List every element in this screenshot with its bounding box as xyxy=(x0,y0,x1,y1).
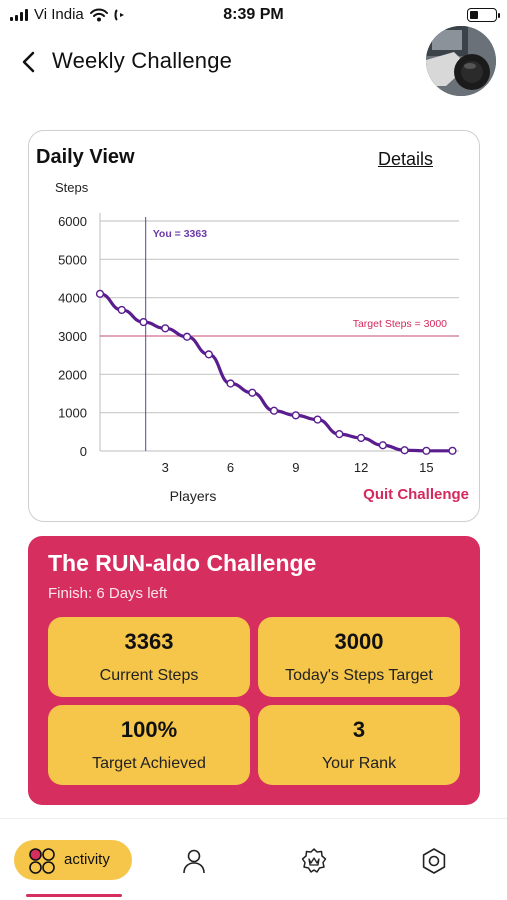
x-tick-label: 15 xyxy=(419,460,433,475)
challenge-panel: The RUN-aldo Challenge Finish: 6 Days le… xyxy=(28,536,480,805)
data-point xyxy=(448,446,457,455)
stat-tile-target-achieved: 100% Target Achieved xyxy=(48,705,250,785)
data-point xyxy=(248,388,257,397)
call-forward-icon xyxy=(114,8,124,21)
y-tick-label: 0 xyxy=(80,444,87,459)
data-point xyxy=(182,332,192,341)
stat-tile-current-steps: 3363 Current Steps xyxy=(48,617,250,697)
y-tick-label: 1000 xyxy=(58,406,87,421)
carrier-label: Vi India xyxy=(34,6,84,23)
battery-fill xyxy=(470,11,479,19)
y-tick-label: 6000 xyxy=(58,214,87,229)
you-marker-label: You = 3363 xyxy=(153,228,208,240)
nav-active-indicator xyxy=(26,894,122,897)
details-link[interactable]: Details xyxy=(377,149,433,169)
stat-tile-rank: 3 Your Rank xyxy=(258,705,460,785)
status-bar: Vi India 8:39 PM xyxy=(0,0,507,30)
data-point xyxy=(95,289,105,298)
chevron-left-icon[interactable] xyxy=(18,48,40,76)
stat-label: Target Achieved xyxy=(92,755,206,772)
bottom-nav: activity xyxy=(0,818,507,900)
data-point xyxy=(269,406,279,415)
data-point xyxy=(117,305,126,315)
page-title: Weekly Challenge xyxy=(52,48,233,73)
chart-title: Daily View xyxy=(36,146,135,168)
badge-icon[interactable] xyxy=(300,847,328,875)
x-tick-label: 6 xyxy=(227,460,234,475)
data-point xyxy=(226,379,235,388)
stat-value: 100% xyxy=(120,717,178,742)
y-tick-label: 4000 xyxy=(58,291,87,306)
data-point xyxy=(313,415,322,424)
nav-label-activity: activity xyxy=(64,851,110,868)
data-point xyxy=(161,324,170,333)
data-point xyxy=(335,430,344,439)
data-point xyxy=(204,350,213,359)
challenge-subtitle: Finish: 6 Days left xyxy=(48,585,168,602)
x-axis-label: Players xyxy=(170,488,217,504)
battery-icon xyxy=(467,8,500,22)
y-tick-label: 2000 xyxy=(58,367,87,382)
stat-label: Today's Steps Target xyxy=(285,667,433,684)
stat-value: 3363 xyxy=(124,629,174,654)
steps-chart: Steps 0 1000 2000 3000 4000 5000 6000 3 6 9 12 15 Pla… xyxy=(55,180,459,504)
challenge-title: The RUN-aldo Challenge xyxy=(48,550,317,576)
stat-value: 3000 xyxy=(334,629,384,654)
avatar[interactable] xyxy=(426,26,496,96)
chart-card: Daily View Details Steps 0 1000 2000 3000 400… xyxy=(28,130,480,522)
x-tick-label: 12 xyxy=(354,460,368,475)
person-icon[interactable] xyxy=(180,847,208,875)
y-tick-label: 5000 xyxy=(58,252,87,267)
y-tick-label: 3000 xyxy=(58,329,87,344)
signal-icon xyxy=(10,8,28,21)
settings-icon[interactable] xyxy=(420,847,448,875)
quit-challenge-button[interactable]: Quit Challenge xyxy=(363,486,469,503)
data-point xyxy=(378,441,387,450)
data-point xyxy=(291,411,300,420)
stat-tile-steps-target: 3000 Today's Steps Target xyxy=(258,617,460,697)
header: Weekly Challenge xyxy=(0,26,507,96)
wifi-icon xyxy=(89,8,108,21)
x-tick-label: 3 xyxy=(162,460,169,475)
status-time: 8:39 PM xyxy=(223,6,284,23)
x-tick-label: 9 xyxy=(292,460,299,475)
profile-photo-icon xyxy=(426,26,496,96)
stat-value: 3 xyxy=(352,717,366,742)
stat-label: Your Rank xyxy=(321,755,397,772)
activity-icon xyxy=(29,848,55,874)
data-point xyxy=(356,433,366,443)
target-line-label: Target Steps = 3000 xyxy=(353,318,447,330)
data-point xyxy=(139,317,148,327)
data-point xyxy=(400,446,409,455)
stat-label: Current Steps xyxy=(99,667,199,684)
y-axis-label: Steps xyxy=(55,180,89,195)
data-point xyxy=(422,446,431,455)
status-left: Vi India xyxy=(10,6,126,23)
nav-item-activity[interactable]: activity xyxy=(14,840,132,880)
